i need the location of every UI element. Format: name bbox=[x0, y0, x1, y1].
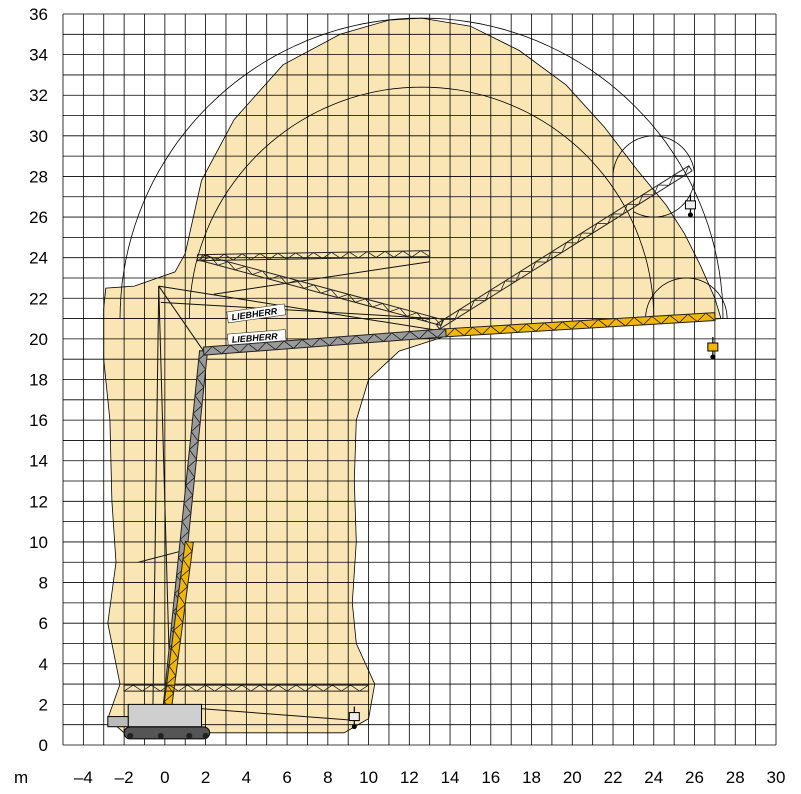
radius-arc-3 bbox=[612, 135, 695, 218]
guy-line bbox=[158, 285, 440, 332]
folding-jib-chord bbox=[200, 254, 444, 327]
guy-line bbox=[158, 285, 204, 352]
ground-jib-lacing bbox=[123, 684, 369, 692]
crawler-wheel bbox=[202, 732, 209, 739]
x-tick-label: –2 bbox=[115, 768, 134, 787]
guy-line bbox=[160, 301, 436, 320]
brand-label-text: LIEBHERR bbox=[231, 331, 278, 345]
x-tick-label: 30 bbox=[767, 768, 786, 787]
y-tick-label: 4 bbox=[39, 655, 48, 674]
radius-arc-2 bbox=[188, 86, 655, 319]
radius-arc-layer bbox=[119, 17, 728, 319]
hook bbox=[710, 354, 716, 360]
x-tick-label-layer: –4 –2 0 2 4 6 8 10 12 14 16 18 20 22 24 26 28 30 bbox=[74, 768, 786, 787]
jib-extension bbox=[445, 312, 716, 338]
working-envelope-layer bbox=[103, 17, 722, 734]
hook-block-3 bbox=[348, 706, 360, 730]
radius-arc-4 bbox=[645, 277, 728, 319]
brand-label-plate bbox=[226, 303, 287, 324]
jib-extension-lacing bbox=[445, 312, 716, 338]
brand-label-plate bbox=[227, 329, 287, 346]
x-tick-label: 26 bbox=[685, 768, 704, 787]
y-tick-label: 14 bbox=[29, 452, 48, 471]
y-tick-label: 24 bbox=[29, 249, 48, 268]
y-tick-label: 0 bbox=[39, 736, 48, 755]
hook bbox=[351, 724, 357, 730]
guy-line bbox=[152, 286, 160, 729]
y-tick-label: 30 bbox=[29, 127, 48, 146]
horizontal-jib-lacing bbox=[203, 328, 446, 356]
y-tick-label: 6 bbox=[39, 614, 48, 633]
y-tick-label: 8 bbox=[39, 574, 48, 593]
hook-block-1 bbox=[707, 337, 719, 360]
boom-layer bbox=[123, 165, 719, 730]
y-tick-label: 28 bbox=[29, 167, 48, 186]
counterweight bbox=[107, 716, 129, 728]
x-tick-label: 12 bbox=[400, 768, 419, 787]
x-tick-label: 6 bbox=[282, 768, 291, 787]
x-tick-label: 20 bbox=[563, 768, 582, 787]
y-tick-label: 2 bbox=[39, 695, 48, 714]
grid-layer bbox=[62, 13, 777, 746]
x-tick-label: 14 bbox=[441, 768, 460, 787]
crawler-wheel bbox=[127, 732, 134, 739]
y-tick-label: 10 bbox=[29, 533, 48, 552]
y-tick-label: 22 bbox=[29, 289, 48, 308]
crawler-track bbox=[123, 726, 211, 740]
crawler-wheel bbox=[157, 732, 164, 739]
folding-jib bbox=[200, 254, 444, 327]
y-tick-label: 26 bbox=[29, 208, 48, 227]
folding-jib-lacing bbox=[200, 256, 442, 326]
y-tick-label: 18 bbox=[29, 371, 48, 390]
hook-block bbox=[684, 200, 696, 210]
x-unit-label: m bbox=[14, 768, 28, 787]
x-tick-label: –4 bbox=[74, 768, 93, 787]
y-tick-label: 12 bbox=[29, 492, 48, 511]
x-tick-label: 22 bbox=[604, 768, 623, 787]
radius-arc-1 bbox=[119, 17, 724, 319]
x-tick-label: 2 bbox=[201, 768, 210, 787]
x-tick-label: 0 bbox=[160, 768, 169, 787]
y-tick-label: 34 bbox=[29, 46, 48, 65]
y-tick-label: 20 bbox=[29, 330, 48, 349]
x-tick-label: 10 bbox=[359, 768, 378, 787]
y-tick-label: 16 bbox=[29, 411, 48, 430]
working-envelope bbox=[103, 17, 722, 734]
hook-block bbox=[348, 712, 360, 722]
hook bbox=[687, 212, 693, 218]
hook-block-2 bbox=[684, 194, 696, 218]
x-tick-label: 24 bbox=[644, 768, 663, 787]
x-tick-label: 4 bbox=[242, 768, 251, 787]
x-tick-label: 28 bbox=[726, 768, 745, 787]
guy-line bbox=[213, 261, 430, 295]
x-tick-label: 16 bbox=[481, 768, 500, 787]
hook-block bbox=[707, 342, 719, 352]
crawler-wheel bbox=[186, 732, 193, 739]
upper-jib-stowed-chord bbox=[196, 250, 431, 262]
ground-jib bbox=[123, 684, 370, 692]
x-tick-label: 18 bbox=[522, 768, 541, 787]
superstructure bbox=[127, 703, 203, 728]
crane-body-layer bbox=[107, 703, 211, 740]
guy-line bbox=[138, 549, 186, 563]
brand-label-1: LIEBHERR bbox=[227, 329, 287, 346]
y-tick-label: 32 bbox=[29, 86, 48, 105]
y-tick-label: 36 bbox=[29, 5, 48, 24]
x-tick-label: 8 bbox=[323, 768, 332, 787]
